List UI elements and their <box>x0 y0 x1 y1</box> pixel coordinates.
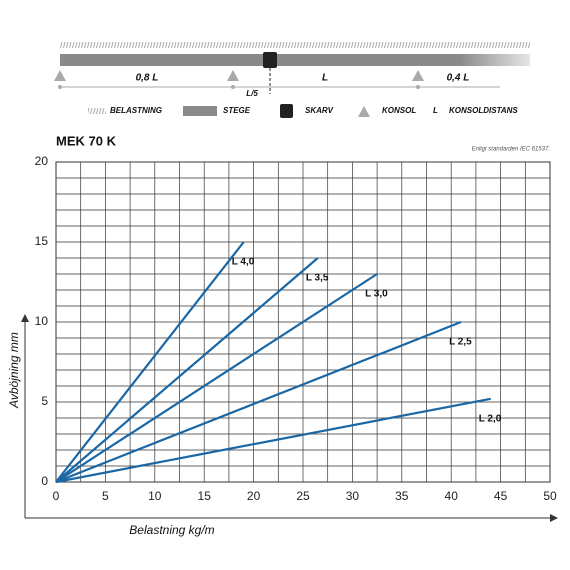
arrow-head <box>21 314 29 322</box>
series-line <box>55 397 491 484</box>
x-tick-label: 0 <box>53 489 60 503</box>
y-tick-label: 15 <box>35 234 49 248</box>
legend-label: SKARV <box>305 106 334 115</box>
series-line <box>55 241 245 483</box>
legend-label: STEGE <box>223 106 251 115</box>
chart-subtitle: Enligt standarden IEC 61537. <box>472 147 550 153</box>
legend-label: BELASTNING <box>110 106 162 115</box>
support <box>412 70 424 81</box>
x-tick-label: 45 <box>494 489 508 503</box>
legend-ladder <box>183 106 217 116</box>
legend-hatch <box>88 108 106 114</box>
span-label: L <box>322 73 328 84</box>
x-tick-label: 5 <box>102 489 109 503</box>
series-label: L 3,5 <box>306 273 329 284</box>
span-label: 0,4 L <box>447 73 470 84</box>
load-hatch <box>60 42 530 48</box>
splice-offset: L/5 <box>246 89 258 98</box>
splice <box>263 52 277 68</box>
series-label: L 3,0 <box>365 289 388 300</box>
x-tick-label: 50 <box>543 489 557 503</box>
series-line <box>55 257 319 483</box>
legend-support <box>358 106 370 117</box>
y-axis-label: Avböjning mm <box>7 332 21 409</box>
series-line <box>55 320 462 484</box>
ladder <box>60 54 530 66</box>
x-axis-label: Belastning kg/m <box>129 523 214 537</box>
dot <box>416 85 420 89</box>
legend-label: KONSOL <box>382 106 416 115</box>
x-tick-label: 35 <box>395 489 409 503</box>
series-line <box>55 273 378 483</box>
y-tick-label: 20 <box>35 154 49 168</box>
series-label: L 2,5 <box>449 337 472 348</box>
legend-label: L <box>433 106 438 115</box>
plot: 0 5 10 15 20 25 30 35 40 45 50 0 5 10 15 20 L 4,0 L 3,5 L … <box>35 154 557 503</box>
support <box>54 70 66 81</box>
x-tick-label: 40 <box>445 489 459 503</box>
plot-frame <box>55 161 551 483</box>
series-label: L 4,0 <box>232 257 255 268</box>
x-tick-label: 20 <box>247 489 261 503</box>
series-label: L 2,0 <box>479 413 502 424</box>
chart-title: MEK 70 K <box>56 133 117 148</box>
span-label: 0,8 L <box>136 73 159 84</box>
dot <box>231 85 235 89</box>
arrow-head <box>550 514 558 522</box>
y-tick-label: 5 <box>41 394 48 408</box>
support <box>227 70 239 81</box>
dot <box>58 85 62 89</box>
x-tick-label: 25 <box>296 489 310 503</box>
legend-splice <box>280 104 293 118</box>
x-tick-label: 10 <box>148 489 162 503</box>
y-tick-label: 10 <box>35 314 49 328</box>
x-tick-label: 30 <box>346 489 360 503</box>
legend-label: KONSOLDISTANS <box>449 106 518 115</box>
x-tick-label: 15 <box>198 489 212 503</box>
y-tick-label: 0 <box>41 474 48 488</box>
